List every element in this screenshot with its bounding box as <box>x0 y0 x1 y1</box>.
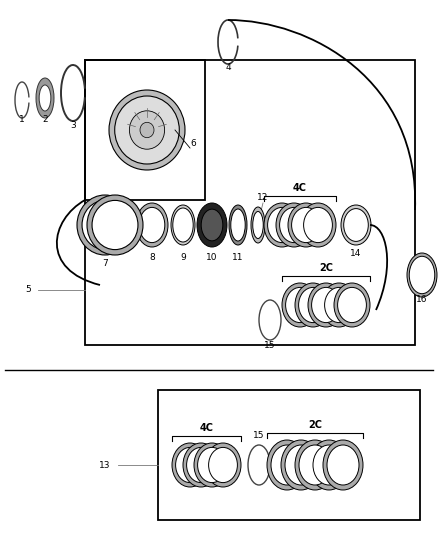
Ellipse shape <box>140 122 154 138</box>
Ellipse shape <box>299 445 331 485</box>
Ellipse shape <box>205 443 241 487</box>
Ellipse shape <box>201 209 223 241</box>
Text: 2C: 2C <box>319 263 333 273</box>
Ellipse shape <box>281 440 321 490</box>
Ellipse shape <box>229 205 247 245</box>
Bar <box>85 60 415 345</box>
Ellipse shape <box>292 207 321 243</box>
Ellipse shape <box>197 203 227 247</box>
Ellipse shape <box>36 78 54 118</box>
Ellipse shape <box>338 287 367 322</box>
Ellipse shape <box>285 445 317 485</box>
Ellipse shape <box>264 203 300 247</box>
Bar <box>85 60 205 200</box>
Text: 7: 7 <box>102 259 108 268</box>
Ellipse shape <box>139 207 165 243</box>
Ellipse shape <box>87 195 143 255</box>
Text: 2: 2 <box>42 116 48 125</box>
Ellipse shape <box>171 205 195 245</box>
Ellipse shape <box>176 447 205 482</box>
Ellipse shape <box>208 447 237 482</box>
Text: 6: 6 <box>190 139 196 148</box>
Ellipse shape <box>253 212 263 238</box>
Ellipse shape <box>334 283 370 327</box>
Ellipse shape <box>137 119 157 141</box>
Text: 4: 4 <box>225 62 231 71</box>
Text: 5: 5 <box>25 286 31 295</box>
Ellipse shape <box>321 283 357 327</box>
Ellipse shape <box>407 253 437 297</box>
Ellipse shape <box>276 203 312 247</box>
Text: 11: 11 <box>232 253 244 262</box>
Ellipse shape <box>279 207 308 243</box>
Ellipse shape <box>299 287 327 322</box>
Text: 15: 15 <box>264 341 276 350</box>
Ellipse shape <box>39 85 51 111</box>
Ellipse shape <box>115 96 179 164</box>
Text: 1: 1 <box>19 116 25 125</box>
Ellipse shape <box>311 287 340 322</box>
Bar <box>158 390 420 520</box>
Ellipse shape <box>304 207 332 243</box>
Ellipse shape <box>267 440 307 490</box>
Text: 4C: 4C <box>293 183 307 193</box>
Ellipse shape <box>92 200 138 249</box>
Ellipse shape <box>231 209 245 241</box>
Ellipse shape <box>183 443 219 487</box>
Ellipse shape <box>344 208 368 241</box>
Ellipse shape <box>288 203 324 247</box>
Text: 3: 3 <box>70 120 76 130</box>
Ellipse shape <box>77 195 133 255</box>
Ellipse shape <box>282 283 318 327</box>
Ellipse shape <box>125 106 169 154</box>
Ellipse shape <box>271 445 303 485</box>
Ellipse shape <box>313 445 345 485</box>
Text: 10: 10 <box>206 253 218 262</box>
Ellipse shape <box>309 440 349 490</box>
Ellipse shape <box>129 111 165 149</box>
Ellipse shape <box>308 283 344 327</box>
Ellipse shape <box>82 200 128 249</box>
Ellipse shape <box>295 440 335 490</box>
Ellipse shape <box>173 208 193 242</box>
Ellipse shape <box>194 443 230 487</box>
Text: 13: 13 <box>99 461 111 470</box>
Ellipse shape <box>295 283 331 327</box>
Text: 15: 15 <box>253 431 265 440</box>
Ellipse shape <box>172 443 208 487</box>
Ellipse shape <box>187 447 215 482</box>
Ellipse shape <box>198 447 226 482</box>
Ellipse shape <box>327 445 359 485</box>
Ellipse shape <box>109 90 185 170</box>
Text: 2C: 2C <box>308 420 322 430</box>
Ellipse shape <box>325 287 353 322</box>
Ellipse shape <box>268 207 297 243</box>
Ellipse shape <box>136 203 168 247</box>
Text: 14: 14 <box>350 248 362 257</box>
Ellipse shape <box>286 287 314 322</box>
Text: 8: 8 <box>149 253 155 262</box>
Ellipse shape <box>341 205 371 245</box>
Text: 16: 16 <box>416 295 428 304</box>
Text: 9: 9 <box>180 253 186 262</box>
Ellipse shape <box>251 207 265 243</box>
Ellipse shape <box>409 256 435 294</box>
Text: 12: 12 <box>257 192 268 201</box>
Ellipse shape <box>300 203 336 247</box>
Ellipse shape <box>323 440 363 490</box>
Text: 4C: 4C <box>199 423 213 433</box>
